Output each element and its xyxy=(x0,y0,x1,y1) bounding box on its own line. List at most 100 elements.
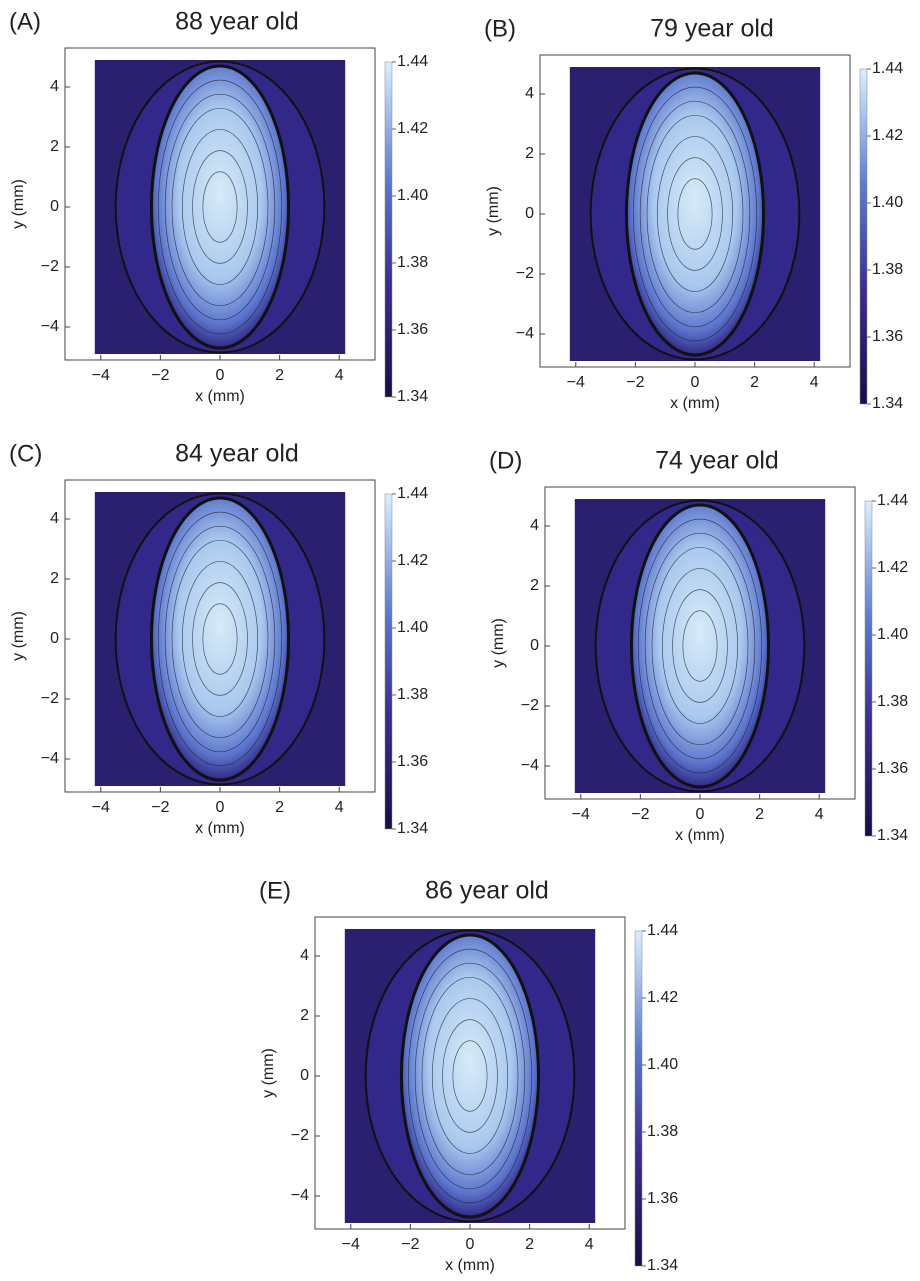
colorbar-tick-label: 1.44 xyxy=(877,492,908,509)
contour-line xyxy=(442,1019,498,1133)
colorbar-tick-label: 1.34 xyxy=(877,827,908,844)
chart-title: 79 year old xyxy=(650,15,774,43)
lens xyxy=(149,496,291,782)
chart-title: 86 year old xyxy=(425,877,549,905)
y-tick-label: 4 xyxy=(300,947,309,964)
colorbar-tick-label: 1.40 xyxy=(647,1056,678,1073)
x-tick-label: −2 xyxy=(151,799,169,816)
colorbar xyxy=(384,493,393,830)
contour-line xyxy=(661,568,739,724)
colorbar-tick-label: 1.38 xyxy=(397,254,428,271)
contour-line xyxy=(632,86,758,342)
y-axis-label: y (mm) xyxy=(10,611,27,661)
panel-label: (B) xyxy=(484,15,516,42)
contour-line xyxy=(157,511,283,767)
contour-line xyxy=(181,129,259,285)
colorbar-tick-label: 1.44 xyxy=(872,60,903,77)
colorbar-tick-label: 1.36 xyxy=(397,321,428,338)
colorbar-tick-label: 1.40 xyxy=(877,626,908,643)
contour-line xyxy=(407,948,533,1204)
contour-line xyxy=(656,136,734,292)
x-tick-label: −2 xyxy=(626,374,644,391)
colorbar-tick-label: 1.40 xyxy=(397,187,428,204)
contour-line xyxy=(452,1040,488,1112)
x-tick-label: 0 xyxy=(466,1236,475,1253)
colorbar-tick-label: 1.36 xyxy=(397,753,428,770)
y-tick-label: 4 xyxy=(50,510,59,527)
contour-line xyxy=(192,150,248,264)
x-tick-label: −4 xyxy=(92,367,110,384)
contour-line xyxy=(431,998,509,1154)
colorbar-tick-label: 1.36 xyxy=(872,328,903,345)
panel-label: (A) xyxy=(9,8,41,35)
y-axis-label: y (mm) xyxy=(260,1048,277,1098)
contour-line xyxy=(171,107,269,307)
panel: −4 −2 0 2 4 −4 −2 0 2 4 x (mm) y (mm) (D) 74 year old… xyxy=(489,447,908,845)
colorbar-tick-label: 1.38 xyxy=(872,261,903,278)
y-tick-label: 0 xyxy=(530,637,539,654)
panel-label: (D) xyxy=(489,447,522,474)
colorbar-tick-label: 1.40 xyxy=(397,619,428,636)
y-axis-label: y (mm) xyxy=(10,179,27,229)
contour-line xyxy=(164,93,276,321)
colorbar-tick-label: 1.38 xyxy=(647,1123,678,1140)
x-tick-label: 0 xyxy=(216,367,225,384)
x-tick-label: 2 xyxy=(275,799,284,816)
x-tick-label: 0 xyxy=(216,799,225,816)
x-tick-label: −4 xyxy=(92,799,110,816)
contour-line xyxy=(646,114,744,314)
lens xyxy=(149,64,291,350)
colorbar-tick-label: 1.42 xyxy=(647,989,678,1006)
y-tick-label: 2 xyxy=(50,138,59,155)
y-tick-label: 4 xyxy=(525,85,534,102)
y-tick-label: −2 xyxy=(291,1127,309,1144)
contour-line xyxy=(651,546,749,746)
colorbar-tick-label: 1.38 xyxy=(877,693,908,710)
colorbar-tick-label: 1.44 xyxy=(397,53,428,70)
contour-line xyxy=(202,603,238,675)
panel-label: (E) xyxy=(259,877,291,904)
y-tick-label: 2 xyxy=(530,577,539,594)
colorbar-tick-label: 1.44 xyxy=(647,922,678,939)
contour-line xyxy=(644,532,756,760)
x-tick-label: −2 xyxy=(151,367,169,384)
y-tick-label: 2 xyxy=(300,1007,309,1024)
x-tick-label: 2 xyxy=(525,1236,534,1253)
contour-line xyxy=(192,582,248,696)
chart-title: 84 year old xyxy=(175,440,299,468)
colorbar-tick-label: 1.42 xyxy=(872,127,903,144)
contour-line xyxy=(637,518,763,774)
y-tick-label: −4 xyxy=(521,757,539,774)
x-tick-label: −4 xyxy=(567,374,585,391)
colorbar-tick-label: 1.42 xyxy=(877,559,908,576)
colorbar-tick-label: 1.40 xyxy=(872,194,903,211)
y-tick-label: 0 xyxy=(300,1067,309,1084)
contour-line xyxy=(672,589,728,703)
contour-line xyxy=(682,610,718,682)
colorbar xyxy=(864,500,873,837)
colorbar-tick-label: 1.36 xyxy=(877,760,908,777)
contour-line xyxy=(667,157,723,271)
x-tick-label: 2 xyxy=(275,367,284,384)
panel: −4 −2 0 2 4 −4 −2 0 2 4 x (mm) y (mm) (C) 84 year old… xyxy=(9,440,428,838)
colorbar-tick-label: 1.42 xyxy=(397,120,428,137)
y-tick-label: −2 xyxy=(41,258,59,275)
lens xyxy=(399,933,541,1219)
x-tick-label: 0 xyxy=(691,374,700,391)
contour-line xyxy=(414,962,526,1190)
x-tick-label: 0 xyxy=(696,806,705,823)
chart-title: 88 year old xyxy=(175,8,299,36)
x-axis-label: x (mm) xyxy=(195,388,245,405)
x-tick-label: −4 xyxy=(342,1236,360,1253)
colorbar-tick-label: 1.38 xyxy=(397,686,428,703)
contour-line xyxy=(202,171,238,243)
colorbar-tick-label: 1.34 xyxy=(397,820,428,837)
y-tick-label: 0 xyxy=(50,198,59,215)
y-axis-label: y (mm) xyxy=(485,186,502,236)
colorbar-tick-label: 1.42 xyxy=(397,552,428,569)
y-tick-label: −2 xyxy=(516,265,534,282)
contour-line xyxy=(421,976,519,1176)
contour-line xyxy=(639,100,751,328)
y-tick-label: −4 xyxy=(41,750,59,767)
